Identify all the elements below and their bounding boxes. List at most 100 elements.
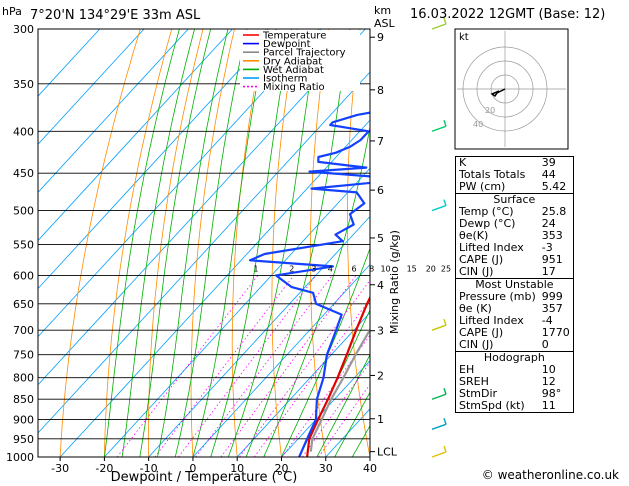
wet-adiabat-line — [174, 29, 248, 457]
surface-label: CIN (J) — [459, 265, 494, 278]
series-line-temperature — [306, 295, 370, 457]
wet-adiabat-line — [139, 29, 212, 457]
temp-tick-label: 20 — [274, 462, 288, 475]
wet-adiabat-line — [210, 29, 292, 457]
km-tick-label: 9 — [377, 31, 384, 44]
copyright-text: © weatheronline.co.uk — [481, 468, 619, 482]
hodo-label: StmSpd (kt) — [459, 399, 525, 412]
hodograph-trace — [490, 88, 506, 98]
mixing-ratio-line — [154, 275, 295, 457]
pressure-tick-label: 600 — [13, 269, 34, 282]
wet-adiabat-line — [334, 391, 370, 457]
mu-label: θe (K) — [459, 302, 492, 315]
isotherm-line — [38, 29, 145, 145]
most-unstable-section: Most Unstable Pressure (mb) 999 θe (K) 357… — [455, 278, 574, 352]
surface-value: 17 — [541, 265, 556, 278]
legend-label: Dewpoint — [263, 39, 311, 50]
mu-value: 357 — [541, 302, 563, 315]
mu-value: 999 — [541, 290, 563, 303]
hodo-label: StmDir — [459, 387, 498, 400]
isotherm-line — [236, 312, 370, 457]
legend-label: Isotherm — [263, 74, 307, 85]
wind-barb-feather — [443, 445, 447, 453]
km-tick-label: 4 — [377, 279, 384, 292]
datetime-title: 16.03.2022 12GMT (Base: 12) — [410, 7, 606, 22]
km-axis-unit-line1: km — [374, 4, 391, 17]
wind-barb — [431, 423, 447, 430]
wind-barb — [431, 125, 447, 132]
wind-barb — [431, 204, 447, 212]
x-axis-label: Dewpoint / Temperature (°C) — [111, 470, 298, 485]
km-tick-label: 6 — [377, 184, 384, 197]
index-row-k: K 39 — [456, 157, 574, 170]
isotherm-line — [38, 71, 370, 434]
surface-label: Lifted Index — [459, 241, 524, 254]
isotherm-line — [38, 29, 189, 193]
km-tick-label: 8 — [377, 84, 384, 97]
surface-value: 24 — [541, 217, 556, 230]
wet-adiabat-line — [316, 353, 370, 457]
wind-barb — [431, 451, 447, 458]
wet-adiabat-line — [121, 29, 195, 457]
legend-label: Dry Adiabat — [263, 56, 322, 67]
hodograph-ring-label: 40 — [473, 120, 483, 129]
legend-label: Temperature — [262, 31, 326, 42]
mixing-ratio-label: 2 — [289, 264, 294, 273]
isotherm-line — [59, 119, 370, 457]
pressure-tick-label: 1000 — [6, 451, 34, 464]
surface-value: 353 — [541, 229, 563, 242]
wind-barb-feather — [443, 199, 447, 206]
dry-adiabat-line — [271, 29, 298, 457]
mixing-ratio-label: 4 — [328, 264, 333, 273]
dry-adiabat-line — [418, 29, 458, 457]
pressure-tick-label: 550 — [13, 238, 34, 251]
hodograph-ring — [490, 74, 520, 104]
temp-tick-label: -20 — [95, 462, 113, 475]
temp-tick-label: 30 — [319, 462, 333, 475]
temp-tick-label: 10 — [230, 462, 244, 475]
km-tick-label: 3 — [377, 325, 384, 338]
most-unstable-title: Most Unstable — [475, 278, 554, 291]
legend-label: Parcel Trajectory — [263, 48, 346, 59]
mu-value: -4 — [541, 314, 553, 327]
pressure-tick-label: 700 — [13, 324, 34, 337]
isotherm-line — [38, 29, 233, 242]
surface-label: CAPE (J) — [459, 253, 504, 266]
temp-tick-label: 0 — [189, 462, 196, 475]
pressure-tick-label: 750 — [13, 349, 34, 362]
mixing-ratio-line — [220, 275, 357, 457]
hodograph-stats-section: Hodograph EH 10 SREH 12 StmDir 98° StmSpd (… — [455, 351, 574, 413]
series-line-dewpoint — [248, 111, 370, 457]
hodograph-ring-label: 20 — [485, 106, 495, 115]
mixing-ratio-line — [178, 275, 317, 457]
pressure-tick-label: 800 — [13, 372, 34, 385]
dry-adiabat-line — [611, 29, 629, 457]
series-line-parcel-trajectory — [309, 327, 370, 452]
isotherm-line — [192, 263, 370, 457]
pressure-tick-label: 650 — [13, 298, 34, 311]
isotherm-line — [104, 167, 370, 457]
wet-adiabat-line — [263, 125, 370, 457]
mixing-ratio-label: 1 — [253, 264, 258, 273]
index-value: 5.42 — [541, 180, 567, 193]
surface-value: -3 — [541, 241, 553, 254]
mu-label: Pressure (mb) — [459, 290, 536, 303]
km-tick-label: 5 — [377, 232, 384, 245]
pressure-tick-label: 900 — [13, 414, 34, 427]
km-tick-label: 1 — [377, 413, 384, 426]
mixing-ratio-label: 15 — [407, 264, 417, 273]
temp-tick-label: -10 — [140, 462, 158, 475]
pressure-tick-label: 850 — [13, 393, 34, 406]
hodo-value: 10 — [541, 363, 556, 376]
wind-barb-feather — [443, 120, 447, 127]
km-tick-label: 7 — [377, 135, 384, 148]
wind-barb-feather — [443, 318, 447, 326]
surface-title: Surface — [493, 193, 536, 206]
mu-label: CIN (J) — [459, 338, 494, 351]
hodograph-ring — [462, 46, 548, 132]
index-value: 39 — [541, 156, 556, 169]
dry-adiabat-line — [231, 29, 267, 457]
pressure-tick-label: 350 — [13, 78, 34, 91]
surface-section: Surface Temp (°C) 25.8 Dewp (°C) 24 θe(K) 3… — [455, 193, 574, 279]
